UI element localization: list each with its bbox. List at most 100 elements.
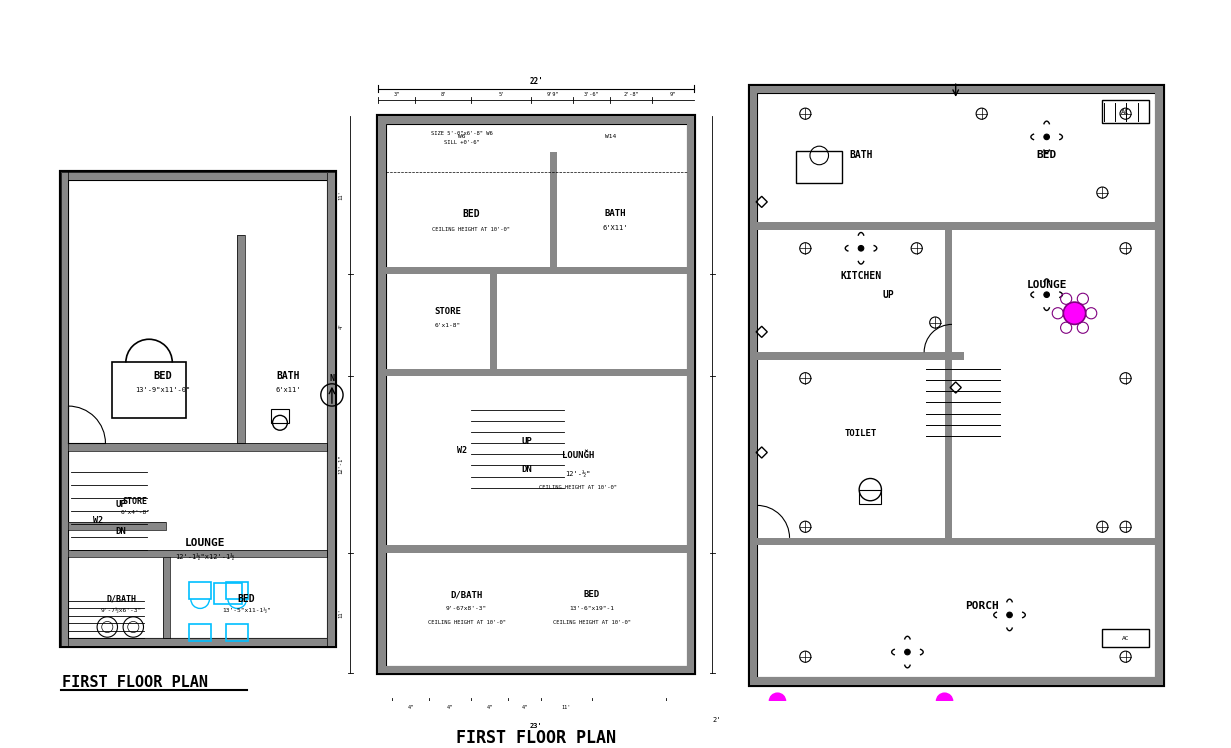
Text: W2: W2 (94, 516, 103, 525)
Bar (378, 666, 694, 673)
Bar (1102, 629, 1149, 648)
Bar (60, 638, 335, 646)
Bar (162, 557, 170, 638)
Text: 13'-5"x11-1½": 13'-5"x11-1½" (222, 609, 271, 613)
Text: SILL +0'-6": SILL +0'-6" (444, 140, 480, 145)
Bar (327, 172, 335, 646)
Text: BED: BED (463, 209, 480, 219)
Text: CEILING HEIGHT AT 10'-0": CEILING HEIGHT AT 10'-0" (427, 620, 506, 625)
Bar (60, 638, 335, 646)
Text: LOUNGE: LOUNGE (1027, 280, 1067, 290)
Bar (1102, 99, 1149, 123)
Text: 8': 8' (441, 92, 447, 96)
Text: BATH: BATH (849, 150, 873, 161)
Bar (944, 360, 952, 538)
Bar (750, 86, 1163, 684)
Bar (60, 172, 335, 180)
Bar (750, 86, 757, 684)
Text: CEILING HEIGHT AT 10'-0": CEILING HEIGHT AT 10'-0" (432, 227, 510, 232)
Text: W14: W14 (604, 135, 616, 139)
Bar (238, 236, 245, 444)
Text: BED: BED (1037, 150, 1056, 161)
Text: 12'-½": 12'-½" (565, 470, 591, 477)
Text: 4": 4" (447, 705, 453, 711)
Text: UP: UP (883, 289, 895, 300)
Bar (60, 172, 335, 180)
Bar (385, 369, 687, 376)
Bar (238, 236, 245, 444)
Text: UP: UP (522, 437, 532, 446)
Bar (68, 550, 327, 557)
Text: 6'X11': 6'X11' (602, 225, 628, 231)
Text: DN: DN (116, 527, 127, 536)
Circle shape (771, 694, 785, 708)
Text: D/BATH: D/BATH (106, 595, 137, 604)
Bar (385, 124, 687, 666)
Text: FIRST FLOOR PLAN: FIRST FLOOR PLAN (62, 675, 208, 690)
Text: PORCH: PORCH (965, 601, 998, 610)
Text: N: N (330, 374, 335, 383)
Text: KITCHEN: KITCHEN (841, 271, 881, 281)
Bar (68, 180, 327, 638)
Text: 12'-1½"x12'-1½: 12'-1½"x12'-1½ (175, 554, 235, 561)
Bar (327, 172, 335, 646)
Circle shape (1044, 292, 1050, 298)
Text: LOUNĞH: LOUNĞH (561, 451, 595, 460)
Text: 3'-6": 3'-6" (583, 92, 599, 96)
Text: W2: W2 (457, 446, 467, 455)
Text: D/BATH: D/BATH (451, 590, 483, 599)
Text: CEILING HEIGHT AT 10'-0": CEILING HEIGHT AT 10'-0" (539, 485, 617, 490)
Bar (750, 677, 1163, 684)
Bar (944, 230, 952, 352)
Text: 9'-67x8'-3": 9'-67x8'-3" (446, 606, 487, 611)
Bar (60, 172, 335, 646)
Bar (1155, 86, 1163, 684)
Text: BED: BED (583, 590, 599, 599)
Bar (68, 522, 166, 530)
Bar (68, 444, 327, 450)
Text: 5': 5' (499, 92, 505, 96)
Text: 4': 4' (339, 322, 343, 328)
Bar (752, 708, 1160, 723)
Text: W6: W6 (458, 135, 465, 139)
Circle shape (905, 649, 910, 654)
Text: SIZE 5'-0"x6'-8" W6: SIZE 5'-0"x6'-8" W6 (431, 131, 492, 135)
Bar (550, 152, 558, 267)
Text: 9": 9" (670, 92, 676, 96)
Text: 11': 11' (339, 608, 343, 618)
Bar (687, 117, 694, 673)
Bar (757, 352, 964, 360)
Bar (490, 275, 497, 376)
Bar (378, 117, 694, 124)
Bar (378, 117, 694, 673)
Text: FIRST FLOOR PLAN: FIRST FLOOR PLAN (457, 729, 617, 747)
Bar (60, 172, 68, 646)
Text: 11': 11' (339, 191, 343, 200)
Text: DN: DN (522, 465, 532, 473)
Text: 6'x1-8": 6'x1-8" (435, 323, 462, 328)
Bar (271, 409, 289, 423)
Circle shape (858, 245, 864, 251)
Bar (68, 444, 327, 450)
Circle shape (1044, 134, 1050, 140)
Text: 2'-8": 2'-8" (623, 92, 639, 96)
Bar (68, 550, 327, 557)
Text: AC: AC (1121, 636, 1129, 640)
Bar (190, 583, 212, 599)
Text: BED: BED (154, 371, 172, 381)
Text: TOILET: TOILET (844, 429, 878, 438)
Bar (796, 151, 842, 183)
Text: 4": 4" (407, 705, 414, 711)
Text: 9'9": 9'9" (547, 92, 559, 96)
Bar (757, 538, 1155, 545)
Text: 13'-9"x11'-0": 13'-9"x11'-0" (135, 387, 191, 393)
Circle shape (1007, 612, 1012, 618)
Bar (60, 172, 68, 646)
Bar (162, 557, 170, 638)
Text: AC: AC (1121, 108, 1130, 115)
Bar (385, 545, 687, 553)
Bar (757, 94, 1155, 677)
Bar (378, 117, 385, 673)
Bar (385, 267, 687, 275)
Text: 2': 2' (713, 717, 721, 723)
